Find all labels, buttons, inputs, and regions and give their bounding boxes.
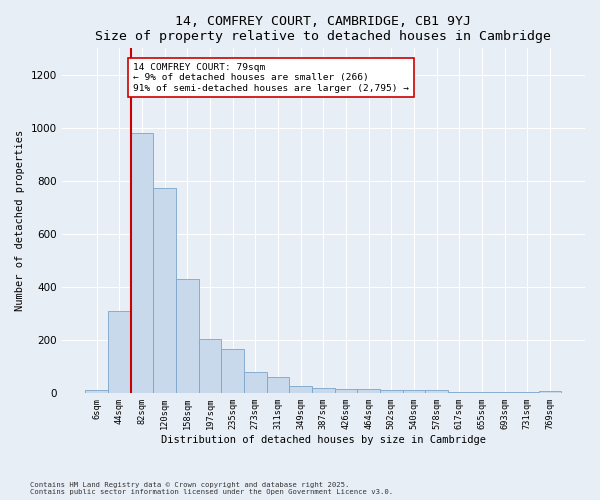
- Bar: [425, 390, 448, 393]
- Bar: [380, 390, 403, 393]
- Bar: [448, 392, 470, 393]
- Bar: [176, 279, 199, 393]
- Bar: [358, 389, 380, 393]
- Bar: [312, 388, 335, 393]
- Bar: [199, 338, 221, 393]
- Y-axis label: Number of detached properties: Number of detached properties: [15, 130, 25, 312]
- Bar: [539, 391, 561, 393]
- Bar: [403, 390, 425, 393]
- Text: Contains HM Land Registry data © Crown copyright and database right 2025.
Contai: Contains HM Land Registry data © Crown c…: [30, 482, 393, 495]
- Bar: [266, 377, 289, 393]
- Bar: [85, 390, 108, 393]
- Bar: [154, 188, 176, 393]
- Title: 14, COMFREY COURT, CAMBRIDGE, CB1 9YJ
Size of property relative to detached hous: 14, COMFREY COURT, CAMBRIDGE, CB1 9YJ Si…: [95, 15, 551, 43]
- Text: 14 COMFREY COURT: 79sqm
← 9% of detached houses are smaller (266)
91% of semi-de: 14 COMFREY COURT: 79sqm ← 9% of detached…: [133, 63, 409, 92]
- Bar: [493, 392, 516, 393]
- Bar: [221, 350, 244, 393]
- Bar: [516, 392, 539, 393]
- Bar: [470, 392, 493, 393]
- Bar: [289, 386, 312, 393]
- Bar: [108, 312, 131, 393]
- Bar: [131, 133, 154, 393]
- Bar: [335, 389, 358, 393]
- X-axis label: Distribution of detached houses by size in Cambridge: Distribution of detached houses by size …: [161, 435, 486, 445]
- Bar: [244, 372, 266, 393]
